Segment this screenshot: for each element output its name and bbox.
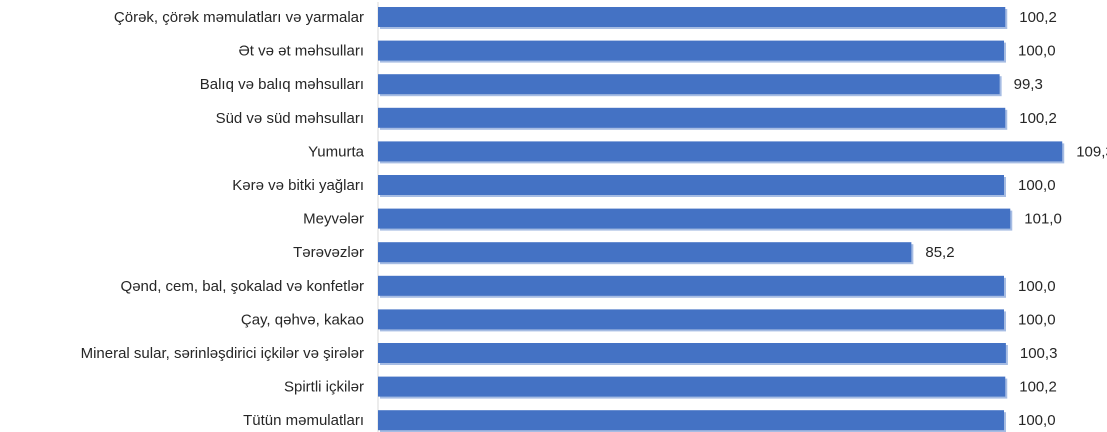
value-labels: 100,2 100,0 99,3 100,2 109,3 100,0 101,0 85,2 10… [925,9,1107,429]
category-label: Spirtli içkilər [284,379,364,396]
category-label: Yumurta [308,143,365,160]
value-label: 101,0 [1024,211,1062,228]
category-label: Çay, qəhvə, kakao [241,311,364,328]
value-label: 100,2 [1019,379,1057,396]
value-label: 100,2 [1019,110,1057,127]
bar [378,175,1005,195]
bar [378,309,1005,330]
category-label: Çörək, çörək məmulatları və yarmalar [114,9,364,26]
category-label: Süd və süd məhsulları [216,110,364,127]
bar [378,40,1005,61]
category-label: Tütün məmulatları [243,412,364,429]
value-label: 100,0 [1018,43,1056,60]
category-label: Qənd, cem, bal, şokalad və konfetlər [121,278,364,295]
value-label: 100,0 [1018,278,1056,295]
value-label: 99,3 [1014,76,1043,93]
bar [378,242,912,263]
bar [378,275,1005,296]
category-label: Kərə və bitki yağları [232,177,364,194]
value-label: 85,2 [925,244,954,261]
bar [378,141,1063,162]
value-label: 100,0 [1018,311,1056,328]
value-label: 109,3 [1076,143,1107,160]
category-label: Meyvələr [303,211,364,228]
category-label: Ət və ət məhsulları [238,43,364,60]
category-label: Tərəvəzlər [293,244,364,261]
bars [378,7,1065,432]
value-label: 100,3 [1020,345,1058,362]
category-label: Balıq və balıq məhsulları [200,76,364,93]
bar [378,74,1000,95]
value-label: 100,0 [1018,177,1056,194]
bar [378,410,1005,431]
bar [378,107,1006,128]
value-label: 100,0 [1018,412,1056,429]
bar [378,343,1006,363]
bar [378,208,1011,229]
category-labels: Çörək, çörək məmulatları və yarmalar Ət v… [81,9,365,429]
value-label: 100,2 [1019,9,1057,26]
bar [378,7,1006,27]
category-label: Mineral sular, sərinləşdirici içkilər və… [81,345,364,362]
bar [378,376,1006,397]
